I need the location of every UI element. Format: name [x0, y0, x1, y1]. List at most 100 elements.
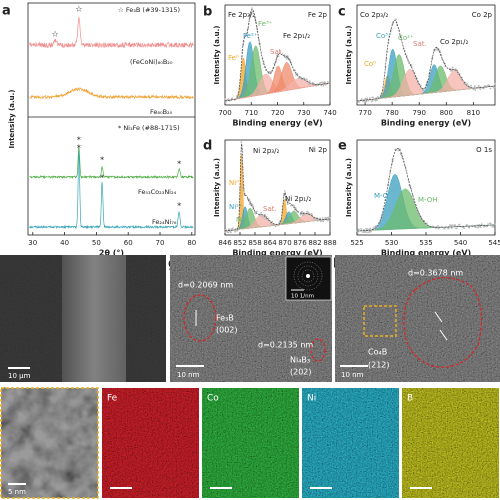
raw-point — [395, 18, 397, 21]
peak-marker: * — [77, 144, 81, 153]
raw-point — [493, 223, 496, 226]
raw-point — [360, 228, 362, 230]
raw-point — [367, 99, 370, 102]
raw-point — [460, 78, 463, 81]
raw-point — [306, 79, 309, 81]
sample-label: Fe₈₀B₂₀ — [150, 108, 173, 116]
raw-point — [433, 50, 436, 52]
raw-point — [303, 213, 306, 216]
raw-point — [249, 200, 252, 203]
raw-point — [267, 72, 270, 75]
x-tick-label: 864 — [263, 239, 277, 247]
peak-label: Fe 2p₁/₂ — [283, 32, 310, 40]
raw-point — [489, 222, 491, 225]
raw-point — [259, 213, 262, 216]
raw-point — [455, 68, 457, 70]
element-label: Co — [207, 394, 219, 404]
peak-label: Co 2p₃/₂ — [360, 11, 388, 19]
x-axis-label: Binding energy (eV) — [232, 119, 322, 128]
element-label: Fe — [107, 394, 118, 404]
x-tick-label: 525 — [350, 239, 363, 247]
grain-outline — [403, 277, 483, 368]
micrograph-texture — [335, 255, 500, 382]
legend-entry: ☆ Fe₃B (#39-1315) — [118, 6, 180, 14]
raw-point — [375, 99, 378, 102]
raw-point — [302, 211, 305, 214]
raw-point — [315, 84, 317, 87]
peak-marker: ☆ — [51, 30, 58, 39]
raw-point — [277, 55, 280, 58]
raw-point — [494, 83, 496, 85]
x-tick-label: 858 — [248, 239, 261, 247]
raw-point — [468, 226, 471, 229]
raw-point — [283, 190, 286, 192]
raw-point — [475, 226, 477, 229]
x-tick-label: 852 — [233, 239, 246, 247]
raw-point — [324, 83, 327, 86]
raw-point — [450, 227, 453, 230]
raw-point — [458, 223, 461, 226]
peak-label: Ni 2p₁/₂ — [285, 195, 311, 203]
raw-point — [455, 227, 458, 230]
raw-point — [293, 205, 296, 207]
raw-point — [358, 101, 361, 103]
peak-label: M-OH — [418, 196, 438, 204]
peak-label: Fe²⁺ — [243, 32, 258, 40]
raw-point — [489, 87, 492, 90]
peak-label: Co²⁺ — [398, 34, 414, 42]
raw-point — [251, 7, 253, 9]
x-tick-label: 790 — [413, 109, 426, 117]
lattice-label: Ni₄B₃ — [290, 356, 310, 365]
raw-point — [449, 224, 452, 227]
raw-point — [252, 205, 255, 208]
lattice-label: d=0.3678 nm — [408, 269, 463, 278]
raw-point — [260, 211, 262, 214]
raw-point — [294, 207, 297, 210]
raw-point — [262, 216, 265, 219]
raw-point — [322, 83, 324, 86]
peak-marker: * — [77, 136, 81, 145]
raw-point — [228, 228, 231, 230]
y-axis-label: Intensity (a.u.) — [213, 158, 221, 217]
micrograph-texture — [202, 388, 299, 498]
raw-point — [409, 185, 412, 188]
peak-label: Co 2p₁/₂ — [440, 38, 468, 46]
raw-point — [322, 85, 325, 87]
panel-label: c — [338, 5, 346, 20]
raw-point — [482, 224, 484, 227]
raw-point — [441, 58, 443, 60]
x-tick-label: 80 — [187, 239, 196, 247]
arrow — [434, 311, 443, 323]
raw-point — [274, 225, 277, 228]
raw-point — [362, 100, 364, 103]
peak-marker: * — [177, 160, 181, 169]
x-tick-label: 888 — [323, 239, 336, 247]
raw-point — [470, 84, 472, 87]
peak-marker: * — [177, 202, 181, 211]
raw-point — [328, 219, 331, 222]
raw-point — [434, 48, 437, 51]
x-axis-label: Binding energy (eV) — [381, 119, 471, 128]
x-tick-label: 730 — [297, 109, 310, 117]
peak-label: Ni⁰ — [229, 179, 239, 187]
raw-point — [306, 210, 309, 213]
x-tick-label: 700 — [218, 109, 231, 117]
raw-point — [267, 217, 270, 220]
envelope — [357, 148, 495, 232]
x-tick-label: 710 — [245, 109, 258, 117]
raw-point — [227, 231, 230, 234]
x-tick-label: 882 — [308, 239, 321, 247]
legend-entry: * Ni₃Fe (#88-1715) — [118, 124, 180, 132]
raw-point — [438, 49, 441, 52]
peak-marker: ☆ — [75, 5, 82, 14]
raw-point — [437, 225, 439, 227]
raw-point — [289, 59, 291, 62]
raw-point — [243, 36, 246, 38]
raw-point — [434, 227, 437, 230]
raw-point — [224, 228, 227, 231]
raw-point — [224, 231, 226, 234]
raw-point — [493, 86, 496, 89]
raw-point — [286, 57, 288, 60]
raw-point — [250, 202, 253, 205]
